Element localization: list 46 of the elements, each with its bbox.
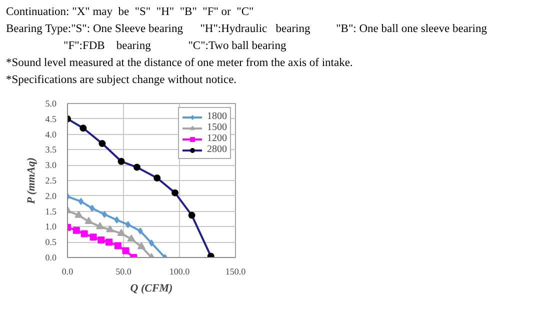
x-axis-title: Q (CFM) [130, 282, 173, 294]
legend-label: 1500 [207, 122, 227, 133]
legend-label: 1800 [207, 111, 227, 122]
y-tick-label: 4.5 [45, 114, 57, 124]
y-tick-label: 5.0 [45, 98, 57, 108]
y-tick-label: 1.0 [45, 222, 57, 232]
point [96, 222, 104, 230]
point [98, 236, 105, 244]
point [102, 210, 107, 218]
y-tick-label: 2.0 [45, 190, 57, 201]
point [114, 216, 120, 224]
y-tick-label: 4.0 [45, 129, 57, 140]
point [106, 225, 114, 232]
x-tick-label: 0.0 [62, 266, 74, 276]
point [74, 210, 83, 218]
point [127, 234, 136, 242]
point [114, 242, 122, 250]
point [137, 242, 146, 250]
x-tick-label: 150.0 [225, 266, 246, 276]
y-tick-label: 0.5 [45, 237, 57, 248]
text: "F":FDB bearing "C":Two ball bearing [62, 39, 286, 53]
point [105, 238, 112, 246]
y-tick-label: 3.0 [45, 160, 57, 170]
legend-label: 2800 [207, 144, 227, 155]
text: *Sound level measured at the distance of one meter from the axis of intake. [6, 56, 353, 70]
text: *Specifications are subject change without notice. [6, 73, 237, 87]
y-tick-label: 0.0 [45, 252, 57, 262]
point [90, 204, 95, 212]
y-tick-label: 3.5 [45, 144, 57, 155]
legend-label: 1200 [207, 133, 227, 144]
y-axis-title: P (mmAq) [25, 158, 38, 204]
point [90, 234, 97, 241]
point [125, 221, 130, 228]
text: Bearing Type:"S": One Sleeve bearing "H":Hydraulic bearing "B": One ball one sleeve bearing [6, 22, 487, 36]
point [122, 247, 130, 254]
point [138, 228, 143, 235]
x-tick-label: 100.0 [169, 266, 190, 276]
text: Continuation: "X" may be "S" "H" "B" "F" or "C" [6, 5, 254, 19]
y-tick-label: 1.5 [45, 206, 57, 216]
point [72, 226, 80, 234]
y-tick-label: 2.5 [45, 176, 57, 186]
x-tick-label: 50.0 [116, 266, 132, 276]
point [80, 230, 88, 238]
point [78, 198, 84, 205]
point [117, 228, 126, 236]
point [84, 216, 93, 224]
